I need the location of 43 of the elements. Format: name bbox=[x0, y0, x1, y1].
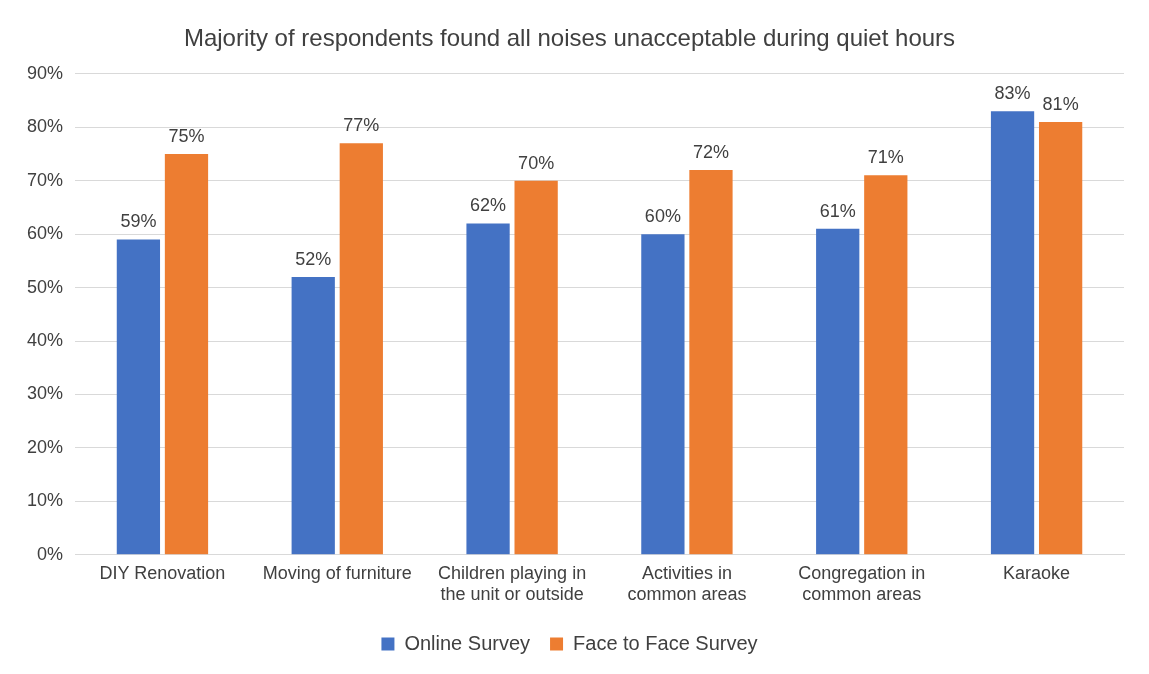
bar bbox=[864, 175, 908, 555]
x-tick-label: Activities in common areas bbox=[627, 562, 747, 605]
data-label: 83% bbox=[994, 83, 1031, 104]
data-label: 59% bbox=[120, 211, 157, 232]
bar bbox=[641, 234, 685, 555]
bar bbox=[116, 239, 161, 555]
legend-label: Online Survey bbox=[404, 631, 531, 654]
x-tick-label: DIY Renovation bbox=[99, 562, 226, 583]
y-tick-label: 70% bbox=[27, 169, 64, 190]
y-tick-label: 60% bbox=[27, 223, 64, 244]
bar bbox=[1038, 121, 1083, 555]
data-label: 52% bbox=[295, 248, 332, 269]
data-label: 75% bbox=[168, 125, 205, 146]
y-tick-label: 90% bbox=[27, 62, 64, 83]
data-label: 81% bbox=[1042, 93, 1079, 114]
x-tick-label: Moving of furniture bbox=[262, 562, 412, 583]
bar bbox=[164, 153, 209, 555]
bar bbox=[514, 180, 558, 555]
bar bbox=[339, 143, 383, 555]
data-label: 77% bbox=[343, 115, 380, 136]
data-label: 71% bbox=[867, 147, 904, 168]
bar bbox=[816, 228, 860, 555]
y-tick-label: 50% bbox=[27, 276, 64, 297]
legend-label: Face to Face Survey bbox=[573, 631, 758, 654]
x-tick-label: Congregation in common areas bbox=[798, 562, 926, 605]
y-tick-label: 10% bbox=[27, 490, 64, 511]
y-tick-label: 80% bbox=[27, 116, 64, 137]
chart-title: Majority of respondents found all noises unacceptable during quiet hours bbox=[183, 24, 956, 52]
y-tick-label: 20% bbox=[27, 436, 64, 457]
data-label: 60% bbox=[644, 206, 681, 227]
x-tick-label: Children playing in the unit or outside bbox=[438, 562, 587, 605]
data-label: 61% bbox=[819, 200, 856, 221]
bar bbox=[466, 223, 510, 555]
bar bbox=[990, 111, 1035, 555]
y-tick-label: 30% bbox=[27, 383, 64, 404]
bar bbox=[291, 276, 335, 555]
y-tick-label: 0% bbox=[37, 543, 64, 564]
bar bbox=[689, 170, 733, 555]
data-label: 62% bbox=[470, 195, 507, 216]
data-label: 70% bbox=[518, 152, 555, 173]
x-tick-label: Karaoke bbox=[1003, 562, 1071, 583]
data-label: 72% bbox=[692, 141, 729, 162]
y-tick-label: 40% bbox=[27, 329, 64, 350]
